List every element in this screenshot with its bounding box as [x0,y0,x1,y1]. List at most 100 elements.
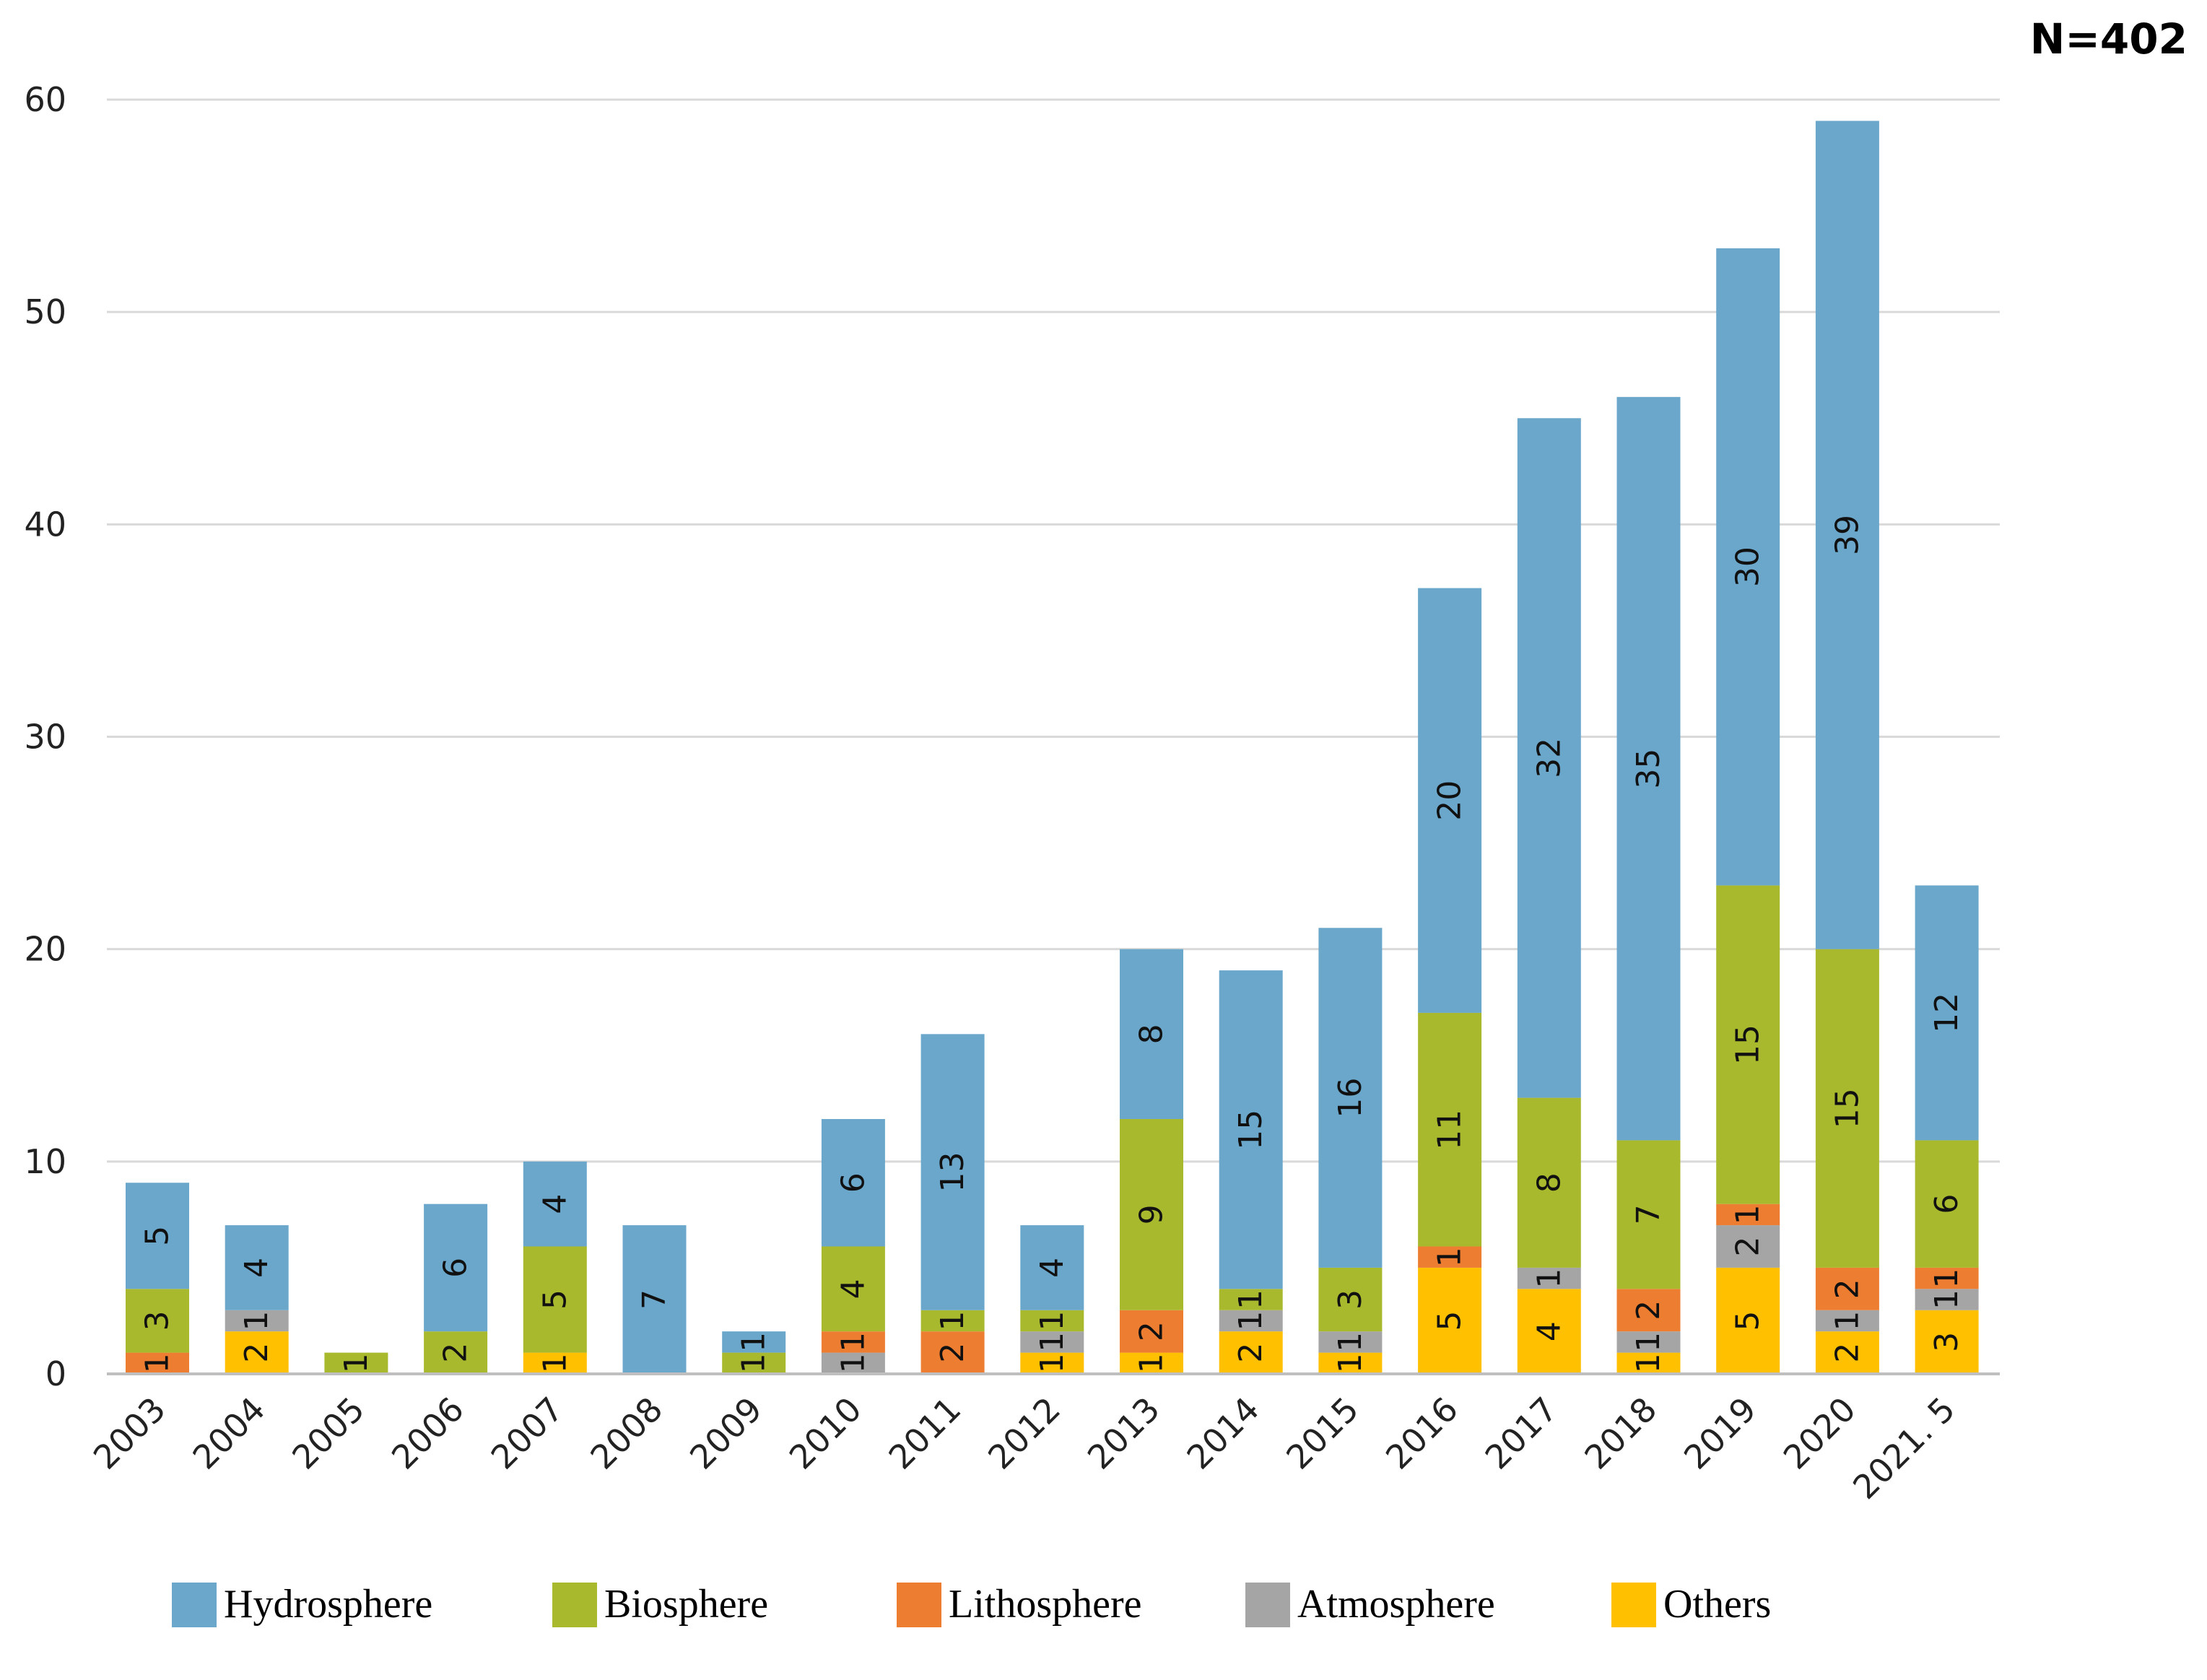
bar-segment-hydrosphere [1219,970,1283,1289]
bar-segment-hydrosphere [523,1161,587,1247]
bar-segment-biosphere [1219,1289,1283,1310]
x-tick-label: 2007 [484,1390,571,1477]
bar-segment-biosphere [324,1352,388,1374]
x-tick-label: 2008 [583,1390,670,1477]
bar-data-label: 20 [1432,780,1468,821]
bar-data-label: 2 [1829,1343,1866,1363]
bar-data-label: 35 [1630,749,1667,789]
bar-segment-hydrosphere [126,1183,189,1289]
bar-data-label: 1 [1730,1204,1767,1224]
bar-data-label: 1 [1034,1353,1071,1373]
bar-segment-others [1418,1267,1482,1374]
bar-segment-atmosphere [1020,1331,1084,1353]
bar-data-label: 39 [1829,515,1866,555]
bar-data-label: 15 [1730,1024,1767,1065]
bar-segment-atmosphere [821,1352,885,1374]
bar-data-label: 1 [1630,1332,1667,1352]
bar-data-label: 7 [1630,1204,1667,1224]
bar-data-label: 4 [238,1258,275,1278]
bar-segment-others [523,1352,587,1374]
bar-data-label: 2 [934,1343,971,1363]
bar-segment-atmosphere [225,1310,289,1332]
bar-segment-lithosphere [821,1331,885,1353]
bar-segment-biosphere [126,1289,189,1353]
bar-data-label: 8 [1133,1024,1170,1044]
x-tick-label: 2021. 5 [1845,1390,1962,1507]
bar-data-label: 15 [1829,1088,1866,1128]
x-tick-label: 2016 [1378,1390,1466,1477]
bar-data-label: 1 [1928,1289,1965,1310]
bar-data-label: 16 [1332,1078,1369,1118]
legend-swatch-hydrosphere [172,1583,217,1627]
bar-data-label: 1 [1034,1332,1071,1352]
bar-data-label: 1 [1630,1353,1667,1373]
x-tick-label: 2015 [1279,1390,1366,1477]
bar-segment-lithosphere [1418,1246,1482,1268]
bar-data-label: 2 [1232,1343,1269,1363]
bar-data-label: 6 [438,1258,474,1278]
bar-data-label: 5 [536,1289,573,1310]
bar-data-label: 15 [1232,1110,1269,1150]
bar-segment-biosphere [722,1352,786,1374]
bar-segment-biosphere [1616,1140,1681,1289]
bar-data-label: 1 [835,1353,871,1373]
bar-segment-others [1915,1310,1979,1374]
bar-data-label: 5 [1432,1310,1468,1331]
bar-segment-others [1517,1289,1581,1374]
bar-data-label: 1 [736,1353,772,1373]
bar-segment-lithosphere [1120,1310,1183,1353]
bar-data-label: 1 [1829,1310,1866,1331]
bar-segment-others [1120,1352,1183,1374]
bar-data-label: 4 [536,1194,573,1214]
y-tick-label: 40 [24,505,66,544]
bar-data-label: 32 [1531,738,1567,778]
bar-segment-hydrosphere [1716,248,1780,886]
bar-data-label: 1 [1133,1353,1170,1373]
x-tick-label: 2010 [782,1390,869,1477]
legend-swatch-lithosphere [897,1583,941,1627]
bar-data-label: 30 [1730,547,1767,587]
bar-segment-lithosphere [1716,1204,1780,1226]
legend-swatch-atmosphere [1245,1583,1290,1627]
bar-data-label: 1 [1332,1332,1369,1352]
x-tick-label: 2004 [186,1390,273,1477]
legend-label-others: Others [1663,1582,1771,1627]
bar-data-label: 4 [835,1279,871,1299]
legend-label-atmosphere: Atmosphere [1297,1582,1495,1627]
bar-segment-hydrosphere [225,1225,289,1310]
bar-data-label: 5 [139,1226,176,1246]
bar-segment-hydrosphere [622,1225,687,1374]
bar-segment-hydrosphere [1120,949,1183,1119]
bar-segment-atmosphere [1915,1289,1979,1310]
bar-segment-biosphere [1716,885,1780,1204]
bar-segment-atmosphere [1616,1331,1681,1353]
bar-data-label: 1 [1332,1353,1369,1373]
bar-segment-biosphere [920,1310,985,1332]
bar-data-label: 8 [1531,1172,1567,1193]
bar-segment-biosphere [523,1246,587,1353]
bar-data-label: 1 [1432,1247,1468,1267]
grid-layer [107,98,2000,1163]
x-tick-label: 2013 [1080,1390,1167,1477]
bar-data-label: 3 [1332,1289,1369,1310]
bar-data-label: 1 [1034,1310,1071,1331]
bar-segment-hydrosphere [1915,885,1979,1141]
x-tick-label: 2014 [1180,1390,1267,1477]
x-tick-label: 2012 [980,1390,1068,1477]
y-tick-label: 50 [24,292,66,331]
bar-data-label: 1 [835,1332,871,1352]
bar-data-label: 7 [636,1289,673,1310]
bar-segment-biosphere [1915,1140,1979,1268]
bar-segment-lithosphere [1616,1289,1681,1332]
x-tick-label: 2009 [682,1390,770,1477]
sample-size-annotation: N=402 [2030,14,2188,64]
bar-segment-atmosphere [1815,1310,1879,1332]
bar-data-label: 13 [934,1152,971,1193]
bar-data-label: 1 [1232,1310,1269,1331]
bar-segment-hydrosphere [1517,418,1581,1098]
y-tick-label: 20 [24,930,66,969]
bar-segment-hydrosphere [1815,121,1879,949]
x-tick-label: 2019 [1676,1390,1764,1477]
bar-data-label: 4 [1531,1321,1567,1341]
bar-data-label: 1 [934,1310,971,1331]
